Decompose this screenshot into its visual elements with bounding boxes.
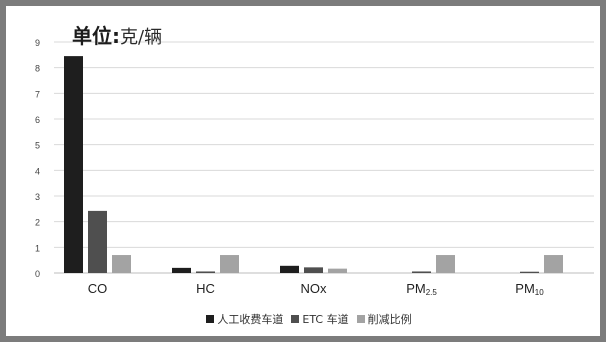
x-tick-label: PM10 — [515, 281, 544, 297]
bar — [436, 255, 455, 273]
gridlines — [54, 41, 594, 248]
y-tick-label: 9 — [35, 38, 40, 48]
unit-value: 克/辆 — [120, 27, 163, 48]
bar — [544, 255, 563, 273]
legend-swatch — [206, 315, 215, 323]
y-tick-label: 6 — [35, 115, 40, 125]
bar-chart: 0 1 2 3 4 5 6 7 8 9 CO HC NOx PM2.5 PM10 — [35, 38, 594, 297]
y-tick-label: 0 — [35, 269, 40, 279]
y-tick-label: 8 — [35, 64, 40, 74]
y-tick-label: 5 — [35, 141, 40, 151]
y-tick-label: 7 — [35, 89, 40, 99]
unit-label: 单位: — [72, 24, 120, 48]
legend-item-manual-lane: 人工收费车道 — [206, 311, 283, 327]
tick-labels: 0 1 2 3 4 5 6 7 8 9 CO HC NOx PM2.5 PM10 — [35, 38, 544, 297]
bar — [304, 267, 323, 273]
legend-item-etc-lane: ETC 车道 — [291, 311, 349, 327]
y-tick-label: 2 — [35, 218, 40, 228]
bar — [196, 271, 215, 273]
bar — [64, 56, 83, 273]
bar — [328, 268, 347, 273]
x-tick-label: CO — [88, 281, 108, 296]
legend-label: 人工收费车道 — [217, 313, 284, 326]
x-tick-label: NOx — [301, 281, 328, 296]
legend: 人工收费车道 ETC 车道 削减比例 — [6, 311, 606, 327]
bar — [280, 265, 299, 273]
x-tick-label: PM2.5 — [406, 281, 437, 297]
bar — [88, 210, 107, 273]
bars — [64, 56, 563, 273]
y-tick-label: 3 — [35, 192, 40, 202]
legend-swatch — [356, 315, 365, 323]
legend-swatch — [291, 315, 300, 323]
bar — [112, 255, 131, 273]
bar — [412, 271, 431, 273]
unit-title: 单位:克/辆 — [72, 20, 162, 49]
x-tick-label: HC — [196, 281, 215, 296]
bar — [520, 271, 539, 273]
bar — [220, 255, 239, 273]
legend-label: 削减比例 — [367, 313, 412, 326]
y-tick-label: 1 — [35, 243, 40, 253]
bar — [172, 267, 191, 273]
y-tick-label: 4 — [35, 166, 40, 176]
legend-item-reduction-ratio: 削减比例 — [356, 311, 412, 327]
legend-label: ETC 车道 — [302, 313, 349, 326]
